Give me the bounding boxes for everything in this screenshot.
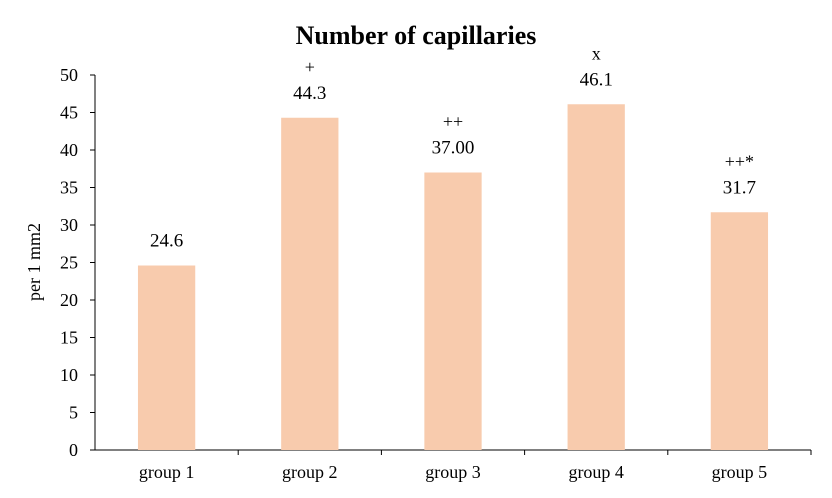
- significance-marker: +: [305, 57, 315, 77]
- y-tick-label: 40: [60, 140, 78, 160]
- x-tick-label: group 3: [425, 462, 481, 482]
- y-tick-label: 20: [60, 290, 78, 310]
- y-tick-label: 0: [69, 440, 78, 460]
- bar: [424, 172, 482, 450]
- data-label: 31.7: [723, 177, 756, 198]
- bar: [710, 212, 769, 450]
- y-axis-label: per 1 mm2: [24, 223, 44, 301]
- x-tick-label: group 2: [282, 462, 338, 482]
- x-tick-label: group 1: [139, 462, 195, 482]
- y-tick-label: 25: [60, 253, 78, 273]
- y-tick-label: 45: [60, 103, 78, 123]
- data-label: 44.3: [293, 83, 326, 104]
- x-tick-label: group 5: [712, 462, 768, 482]
- y-tick-label: 5: [69, 403, 78, 423]
- y-tick-label: 50: [60, 65, 78, 85]
- y-tick-label: 30: [60, 215, 78, 235]
- data-label: 46.1: [580, 69, 613, 90]
- x-tick-label: group 4: [568, 462, 624, 482]
- bar: [137, 265, 196, 450]
- data-label: 24.6: [150, 231, 183, 252]
- bar-series: group 1 24.6 group 2 44.3 + group 3 37.00 ++ gro…: [137, 43, 812, 482]
- bar: [567, 104, 625, 450]
- data-label: 37.00: [432, 138, 475, 159]
- y-tick-label: 35: [60, 178, 78, 198]
- y-tick-label: 15: [60, 328, 78, 348]
- significance-marker: ++*: [725, 151, 754, 171]
- y-axis-ticks: 0 5 10 15 20 25 30 35 40 45 50: [60, 65, 95, 460]
- chart-title: Number of capillaries: [296, 21, 537, 50]
- significance-marker: ++: [443, 112, 463, 132]
- bar: [281, 117, 339, 450]
- significance-marker: x: [592, 43, 601, 63]
- y-tick-label: 10: [60, 365, 78, 385]
